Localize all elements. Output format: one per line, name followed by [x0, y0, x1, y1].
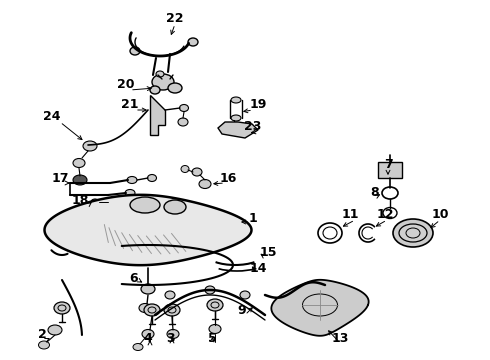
Ellipse shape: [73, 175, 87, 185]
Ellipse shape: [231, 115, 241, 121]
Bar: [378, 162, 402, 178]
Polygon shape: [218, 122, 258, 138]
Text: 10: 10: [431, 208, 449, 221]
Text: 16: 16: [220, 171, 237, 184]
Ellipse shape: [179, 104, 189, 112]
Ellipse shape: [205, 286, 215, 294]
Text: 22: 22: [166, 12, 184, 24]
Ellipse shape: [231, 97, 241, 103]
Ellipse shape: [54, 302, 70, 314]
Text: 5: 5: [208, 332, 217, 345]
Text: 24: 24: [43, 111, 61, 123]
Ellipse shape: [139, 303, 151, 312]
Text: 15: 15: [259, 246, 277, 258]
Ellipse shape: [192, 168, 202, 176]
Ellipse shape: [48, 325, 62, 335]
Ellipse shape: [147, 175, 156, 181]
Text: 4: 4: [144, 332, 152, 345]
Ellipse shape: [156, 71, 164, 77]
Text: 19: 19: [249, 99, 267, 112]
Text: 9: 9: [238, 303, 246, 316]
Ellipse shape: [127, 176, 137, 184]
Ellipse shape: [167, 329, 179, 338]
Ellipse shape: [164, 200, 186, 214]
Text: 23: 23: [245, 121, 262, 134]
Ellipse shape: [133, 343, 143, 351]
Ellipse shape: [393, 219, 433, 247]
Ellipse shape: [209, 324, 221, 333]
Text: 14: 14: [249, 261, 267, 274]
Text: 7: 7: [384, 158, 392, 171]
Ellipse shape: [165, 291, 175, 299]
Text: 18: 18: [72, 194, 89, 207]
Ellipse shape: [178, 118, 188, 126]
Text: 3: 3: [166, 332, 174, 345]
Text: 2: 2: [38, 328, 47, 342]
Text: 13: 13: [331, 332, 349, 345]
Ellipse shape: [399, 224, 427, 242]
Ellipse shape: [108, 199, 116, 204]
Text: 20: 20: [117, 78, 135, 91]
Ellipse shape: [125, 189, 135, 197]
Text: 1: 1: [248, 211, 257, 225]
Ellipse shape: [39, 341, 49, 349]
Text: 17: 17: [51, 171, 69, 184]
Ellipse shape: [83, 141, 97, 151]
Text: 6: 6: [130, 271, 138, 284]
Ellipse shape: [231, 127, 237, 132]
Ellipse shape: [181, 166, 189, 172]
Ellipse shape: [240, 291, 250, 299]
Ellipse shape: [207, 299, 223, 311]
Ellipse shape: [141, 284, 155, 294]
Polygon shape: [150, 95, 165, 135]
Ellipse shape: [188, 38, 198, 46]
Ellipse shape: [164, 304, 180, 316]
Text: 11: 11: [341, 208, 359, 221]
Ellipse shape: [142, 329, 154, 338]
Polygon shape: [45, 195, 251, 265]
Ellipse shape: [150, 86, 160, 94]
Ellipse shape: [199, 180, 211, 189]
Polygon shape: [271, 280, 368, 336]
Text: 12: 12: [376, 208, 394, 221]
Ellipse shape: [152, 74, 174, 90]
Ellipse shape: [73, 158, 85, 167]
Ellipse shape: [144, 304, 160, 316]
Ellipse shape: [130, 47, 140, 55]
Ellipse shape: [168, 83, 182, 93]
Text: 21: 21: [121, 99, 139, 112]
Text: 8: 8: [371, 186, 379, 199]
Ellipse shape: [130, 197, 160, 213]
Ellipse shape: [91, 199, 99, 205]
